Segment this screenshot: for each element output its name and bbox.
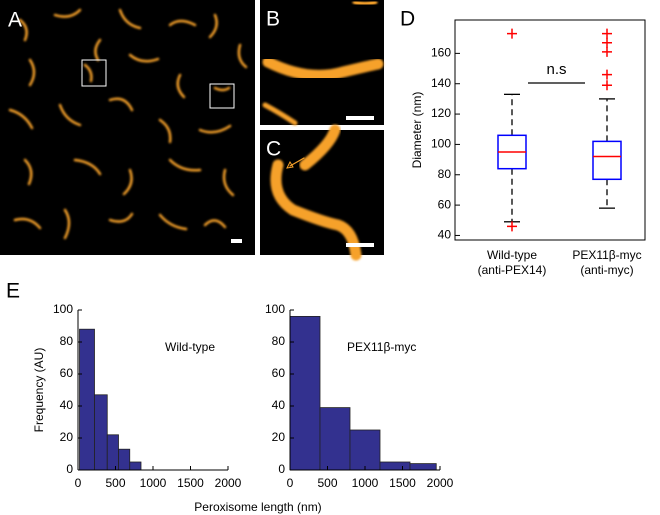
- bar: [79, 328, 95, 471]
- annotation: n.s: [546, 61, 566, 78]
- y-tick-label: 20: [272, 430, 286, 444]
- y-tick-label: 60: [272, 366, 286, 380]
- y-tick-label: 60: [60, 366, 74, 380]
- y-tick-label: 120: [431, 106, 451, 120]
- y-tick-label: 0: [66, 462, 73, 476]
- y-tick-label: 80: [438, 167, 452, 181]
- y-tick-label: 100: [53, 302, 73, 316]
- y-axis-label: Frequency (AU): [32, 348, 46, 433]
- annotation: PEX11β-myc: [347, 340, 416, 354]
- bar: [106, 434, 119, 471]
- axes-frame: [454, 19, 646, 241]
- y-tick-label: 40: [272, 398, 286, 412]
- bar: [379, 461, 411, 471]
- x-tick-label: 1000: [140, 476, 167, 490]
- bar: [409, 463, 437, 471]
- x-tick-label: 500: [105, 476, 125, 490]
- bar: [289, 315, 321, 471]
- outlier: [602, 37, 612, 48]
- panel-label: E: [6, 280, 20, 303]
- y-tick-label: 80: [60, 334, 74, 348]
- bar: [118, 448, 131, 471]
- y-axis-label: Diameter (nm): [410, 92, 424, 169]
- panel-label: A: [8, 9, 22, 32]
- box: [592, 140, 622, 181]
- x-tick-label: 1500: [389, 476, 416, 490]
- y-tick-label: 80: [272, 334, 286, 348]
- panel-label: D: [400, 8, 415, 31]
- x-tick-sublabel: (anti-PEX14): [478, 263, 547, 277]
- y-tick-label: 0: [278, 462, 285, 476]
- y-tick-label: 20: [60, 430, 74, 444]
- x-tick-label: 2000: [215, 476, 242, 490]
- panel-label: C: [266, 138, 281, 161]
- y-tick-label: 100: [431, 137, 451, 151]
- x-tick-label: 500: [317, 476, 337, 490]
- outlier: [507, 221, 517, 232]
- x-tick-label: 1500: [177, 476, 204, 490]
- x-tick-sublabel: (anti-myc): [580, 263, 633, 277]
- x-tick-label: 0: [287, 476, 294, 490]
- bar: [94, 394, 108, 471]
- x-tick-label: 2000: [427, 476, 454, 490]
- bar: [349, 429, 381, 471]
- panel-label: B: [266, 8, 280, 31]
- micrograph-c: [260, 124, 384, 261]
- y-tick-label: 60: [438, 197, 452, 211]
- outlier: [602, 69, 612, 80]
- y-tick-label: 40: [60, 398, 74, 412]
- y-tick-label: 160: [431, 46, 451, 60]
- x-tick-label: 1000: [352, 476, 379, 490]
- x-tick-label: 0: [75, 476, 82, 490]
- outlier: [602, 28, 612, 39]
- y-tick-label: 140: [431, 76, 451, 90]
- y-tick-label: 100: [265, 302, 285, 316]
- x-tick-label: Wild-type: [487, 248, 537, 262]
- outlier: [602, 46, 612, 57]
- bar: [319, 407, 351, 471]
- x-tick-label: PEX11β-myc: [572, 248, 641, 262]
- outlier: [507, 28, 517, 39]
- bar: [129, 461, 142, 471]
- micrograph-b: [260, 0, 384, 126]
- annotation: Wild-type: [165, 340, 215, 354]
- outlier: [602, 80, 612, 91]
- micrograph-a: [0, 0, 255, 255]
- y-tick-label: 40: [438, 228, 452, 242]
- x-axis-label: Peroxisome length (nm): [194, 500, 321, 514]
